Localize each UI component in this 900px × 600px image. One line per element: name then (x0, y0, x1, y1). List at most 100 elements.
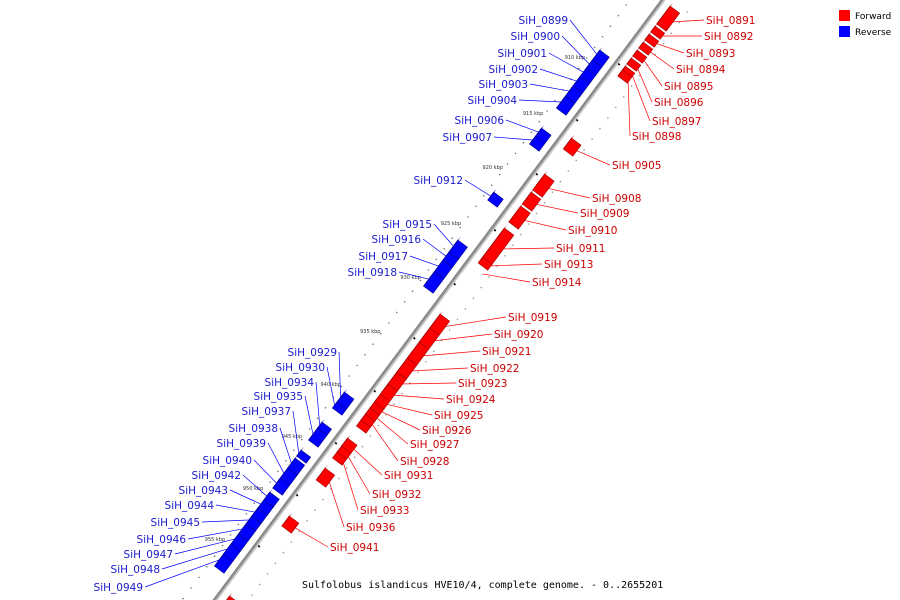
scale-dot (456, 318, 459, 321)
kbp-minor-dot (475, 205, 477, 208)
legend-reverse-swatch (839, 26, 850, 37)
reverse-leader-line (292, 410, 300, 454)
forward-gene-arrow (656, 5, 681, 32)
reverse-leader-line (493, 136, 533, 141)
forward-gene-label: SiH_0941 (330, 542, 379, 554)
forward-gene-label: SiH_0909 (580, 208, 629, 220)
scale-dot (274, 562, 277, 564)
gene-arrow-shade (522, 188, 535, 204)
reverse-leader-line (267, 442, 285, 474)
reverse-gene-label: SiH_0915 (383, 219, 432, 231)
scale-dot (353, 456, 356, 459)
reverse-gene-label: SiH_0904 (468, 95, 518, 107)
gene-arrow-shade (374, 390, 384, 402)
scale-dot (567, 170, 570, 172)
forward-leader-line (293, 526, 329, 548)
kbp-minor-dot (530, 131, 533, 133)
kbp-tick-label: 950 kbp (243, 486, 263, 492)
forward-gene-label: SiH_0924 (446, 394, 496, 406)
reverse-leader-line (144, 559, 220, 588)
scale-dot (504, 255, 506, 257)
reverse-gene-label: SiH_0899 (519, 15, 568, 27)
gene-arrow-shade (626, 54, 635, 64)
kbp-minor-dot (253, 502, 256, 505)
scale-dot (654, 53, 657, 56)
forward-leader-line (482, 273, 531, 283)
gene-arrow-shade (429, 310, 444, 328)
forward-gene-label: SiH_0898 (632, 131, 681, 143)
scale-dot (670, 32, 673, 34)
gene-arrow-shade (341, 434, 351, 446)
reverse-gene-label: SiH_0939 (217, 438, 266, 450)
reverse-leader-line (539, 68, 577, 82)
forward-gene-label: SiH_0933 (360, 505, 409, 517)
kbp-minor-dot (269, 481, 271, 483)
gene-arrow-shade (487, 189, 497, 201)
gene-arrow-shade (407, 338, 423, 358)
reverse-leader-line (548, 52, 584, 73)
forward-gene-label: SiH_0923 (458, 378, 507, 390)
reverse-gene-label: SiH_0902 (489, 64, 538, 76)
gene-arrow-shade (448, 237, 461, 253)
gene-arrow-shade (638, 38, 647, 48)
kbp-minor-dot (451, 237, 453, 239)
forward-leader-line (392, 394, 445, 400)
reverse-gene-label: SiH_0937 (242, 406, 291, 418)
scale-dot (615, 106, 617, 109)
reverse-gene-label: SiH_0944 (165, 500, 215, 512)
kbp-minor-dot (190, 587, 192, 589)
reverse-leader-line (433, 223, 454, 247)
kbp-minor-dot (601, 36, 604, 38)
scale-dot (527, 223, 530, 225)
gene-arrow-shade (650, 22, 659, 32)
forward-gene-label: SiH_0936 (346, 522, 396, 534)
scale-dot (551, 191, 554, 193)
scale-dot (314, 509, 316, 512)
kbp-minor-dot (538, 120, 541, 123)
reverse-leader-line (201, 519, 249, 523)
forward-gene-label: SiH_0893 (686, 48, 735, 60)
forward-gene-arrow (315, 467, 336, 488)
legend-forward-swatch (839, 10, 850, 21)
gene-arrow-shade (230, 531, 242, 545)
kbp-minor-dot (229, 534, 232, 536)
kbp-minor-dot (213, 555, 216, 557)
reverse-gene-label: SiH_0900 (511, 31, 560, 43)
scale-dot (393, 403, 395, 406)
reverse-gene-label: SiH_0917 (359, 251, 408, 263)
reverse-gene-label: SiH_0949 (94, 582, 143, 594)
gene-arrow-shade (281, 512, 293, 526)
kbp-tick-label: 930 kbp (400, 275, 420, 281)
gene-arrow-shade (586, 57, 596, 69)
gene-arrow-shade (508, 202, 524, 222)
reverse-leader-line (409, 255, 439, 267)
kbp-tick-label: 915 kbp (523, 111, 543, 117)
forward-leader-line (342, 460, 359, 511)
reverse-leader-line (174, 538, 235, 555)
gene-arrow-shade (656, 2, 674, 24)
forward-leader-line (432, 333, 493, 342)
forward-gene-label: SiH_0891 (706, 15, 755, 27)
reverse-leader-line (187, 528, 243, 540)
gene-arrows (213, 2, 681, 600)
scale-dot (559, 180, 562, 183)
scale-dot (622, 96, 625, 98)
kbp-minor-dot (459, 226, 461, 229)
forward-gene-label: SiH_0925 (434, 410, 483, 422)
reverse-leader-line (215, 504, 255, 513)
gene-arrow-shade (592, 47, 603, 61)
scale-dot (337, 477, 340, 480)
forward-leader-line (654, 42, 685, 54)
kbp-minor-dot (546, 110, 548, 112)
kbp-minor-dot (593, 46, 596, 49)
scale-dot (432, 350, 435, 353)
kbp-minor-dot (380, 332, 382, 335)
gene-arrow-shade (535, 125, 545, 137)
kbp-minor-dot (324, 407, 327, 409)
kbp-minor-dot (205, 566, 208, 568)
forward-gene-label: SiH_0926 (422, 425, 472, 437)
gene-arrow-shade (481, 224, 508, 258)
kbp-tick-label: 945 kbp (282, 434, 302, 440)
forward-leader-line (534, 203, 579, 214)
gene-arrow-shade (563, 134, 575, 149)
